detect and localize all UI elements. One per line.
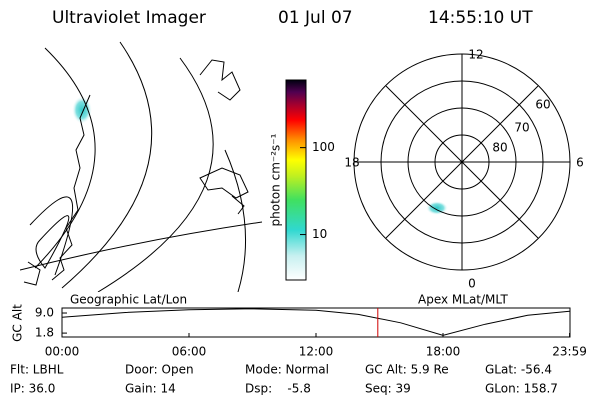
altitude-line [62, 308, 570, 336]
status-field: GC Alt: 5.9 Re [365, 363, 449, 377]
x-tick-label: 12:00 [299, 345, 334, 359]
map [20, 41, 263, 292]
time: 14:55:10 UT [428, 8, 533, 28]
status-field: GLon: 158.7 [485, 382, 558, 396]
mlat-label: 70 [514, 121, 529, 135]
polar-grid [353, 53, 571, 271]
mlt-label: 6 [576, 156, 584, 170]
colorbar-tick-label: 100 [312, 140, 335, 154]
status-field: Gain: 14 [125, 382, 176, 396]
colorbar [285, 79, 307, 281]
status-field: Seq: 39 [365, 382, 411, 396]
status-field: GLat: -56.4 [485, 363, 552, 377]
status-field: Dsp: -5.8 [245, 382, 311, 396]
y-tick-label: 1.8 [35, 326, 54, 340]
status-field: Door: Open [125, 363, 194, 377]
mlt-label: 0 [468, 277, 476, 291]
mlat-label: 60 [535, 98, 550, 112]
mlt-label: 18 [344, 156, 359, 170]
status-field: Mode: Normal [245, 363, 329, 377]
mlt-label: 12 [468, 48, 483, 62]
x-tick-label: 18:00 [426, 345, 461, 359]
y-tick-label: 9.0 [35, 306, 54, 320]
left-label: Geographic Lat/Lon [70, 293, 187, 307]
y-label: GC Alt [11, 304, 25, 342]
status-field: IP: 36.0 [10, 382, 55, 396]
mlat-label: 80 [492, 141, 507, 155]
x-tick-label: 06:00 [172, 345, 207, 359]
status-field: Flt: LBHL [10, 363, 64, 377]
date: 01 Jul 07 [278, 8, 353, 28]
x-tick-label: 23:59 [552, 345, 587, 359]
colorbar-label: photon cm⁻²s⁻¹ [269, 133, 283, 226]
instrument: Ultraviolet Imager [52, 8, 206, 28]
colorbar-tick-label: 10 [312, 227, 327, 241]
right-label: Apex MLat/MLT [418, 293, 508, 307]
x-tick-label: 00:00 [45, 345, 80, 359]
